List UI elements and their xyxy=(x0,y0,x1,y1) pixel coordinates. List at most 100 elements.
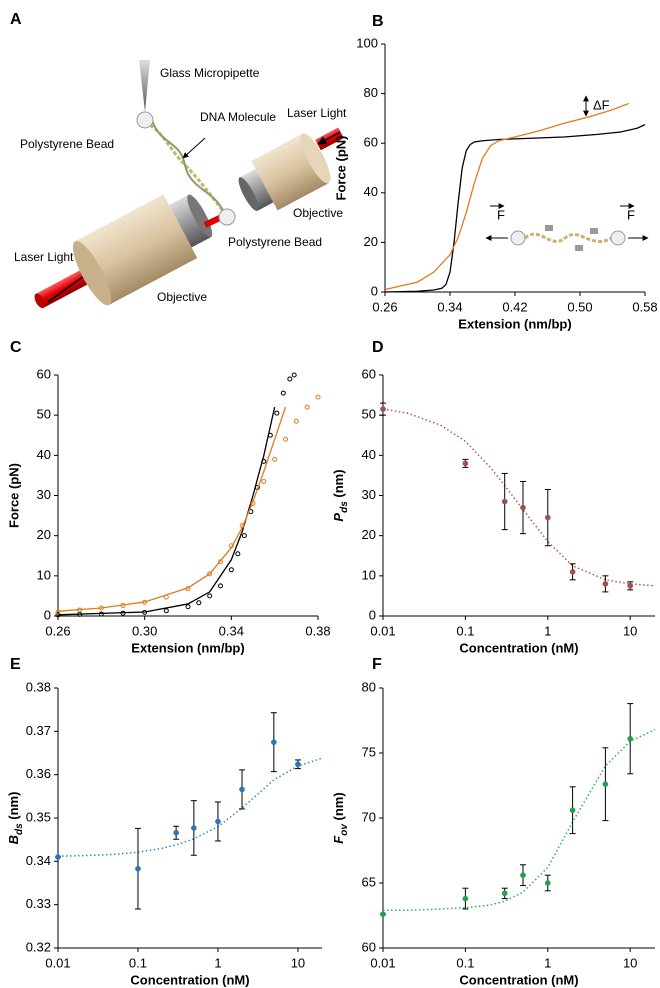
annotation: ΔF xyxy=(593,97,610,112)
x-tick-label: 0.50 xyxy=(567,299,592,314)
point xyxy=(291,372,297,378)
x-tick-label: 0.38 xyxy=(305,623,330,638)
panel-label: F xyxy=(372,656,382,673)
curve xyxy=(384,102,629,291)
objective-right xyxy=(238,133,331,212)
y-tick-label: 40 xyxy=(37,447,51,462)
point xyxy=(135,865,141,872)
point xyxy=(241,533,247,539)
y-axis-title-part: (nm) xyxy=(331,469,346,501)
panel-label: B xyxy=(372,13,384,30)
panel-label: D xyxy=(372,339,384,356)
x-tick-label: 10 xyxy=(291,955,305,970)
point xyxy=(627,583,634,589)
x-tick-label: 0.1 xyxy=(456,623,474,638)
y-axis-title-part: B xyxy=(6,835,21,844)
label: Objective xyxy=(157,290,207,304)
point xyxy=(520,872,526,879)
y-tick-label: 80 xyxy=(362,679,376,694)
x-tick-label: 0.1 xyxy=(129,955,147,970)
y-axis-title-part: (nm) xyxy=(6,792,21,824)
panel-label: E xyxy=(10,656,21,673)
x-tick-label: 0.34 xyxy=(437,299,462,314)
point xyxy=(163,608,169,614)
y-tick-label: 50 xyxy=(362,407,376,422)
y-tick-label: 60 xyxy=(364,135,378,150)
point xyxy=(501,890,508,897)
point xyxy=(501,498,508,505)
label: Polystyrene Bead xyxy=(20,137,114,151)
point xyxy=(380,911,386,918)
point xyxy=(218,583,223,589)
bead xyxy=(510,230,526,246)
y-axis-title: Force (pN) xyxy=(6,463,21,528)
protein xyxy=(575,245,583,251)
label: Glass Micropipette xyxy=(160,66,260,80)
y-tick-label: 60 xyxy=(362,939,376,954)
y-tick-label: 65 xyxy=(362,874,376,889)
y-axis-title: Fov (nm) xyxy=(331,792,349,843)
x-tick-label: 0.26 xyxy=(372,299,397,314)
x-tick-label: 1 xyxy=(544,623,551,638)
x-axis-title: Concentration (nM) xyxy=(130,972,249,987)
y-tick-label: 0.32 xyxy=(26,939,51,954)
y-tick-label: 0 xyxy=(369,607,376,622)
curve xyxy=(57,406,276,616)
protein xyxy=(590,228,598,234)
y-tick-label: 20 xyxy=(37,527,51,542)
point xyxy=(602,781,609,788)
x-axis-title: Extension (nm/bp) xyxy=(131,640,244,655)
point xyxy=(569,568,576,575)
y-axis-title: Force (pN) xyxy=(333,136,348,201)
y-tick-label: 70 xyxy=(362,809,376,824)
y-tick-label: 80 xyxy=(364,85,378,100)
point xyxy=(462,460,469,467)
y-tick-label: 60 xyxy=(362,366,376,381)
y-axis-title: Bds (nm) xyxy=(6,792,24,845)
y-tick-label: 0.36 xyxy=(26,766,51,781)
y-tick-label: 75 xyxy=(362,744,376,759)
point xyxy=(173,829,179,836)
point xyxy=(569,807,576,814)
point xyxy=(544,880,551,886)
point xyxy=(280,390,286,396)
x-tick-label: 1 xyxy=(544,955,551,970)
y-axis-title-part: P xyxy=(331,513,346,522)
panel-b-decor xyxy=(485,95,649,251)
x-tick-label: 0.01 xyxy=(370,623,395,638)
x-tick-label: 0.01 xyxy=(45,955,70,970)
x-tick-label: 0.42 xyxy=(502,299,527,314)
label: Laser Light xyxy=(14,250,74,264)
y-tick-label: 0 xyxy=(44,607,51,622)
point xyxy=(207,593,213,599)
label: Objective xyxy=(293,206,343,220)
y-tick-label: 0.34 xyxy=(26,853,51,868)
x-axis-title: Concentration (nM) xyxy=(459,972,578,987)
x-tick-label: 10 xyxy=(623,955,637,970)
point xyxy=(627,735,634,742)
y-tick-label: 20 xyxy=(364,234,378,249)
point xyxy=(544,514,551,521)
point xyxy=(602,581,609,587)
y-tick-label: 40 xyxy=(364,184,378,199)
y-tick-label: 0 xyxy=(371,283,378,298)
y-tick-label: 0.38 xyxy=(26,679,51,694)
x-tick-label: 0.58 xyxy=(632,299,657,314)
point xyxy=(295,761,301,768)
y-tick-label: 20 xyxy=(362,527,376,542)
point xyxy=(271,739,277,746)
point xyxy=(293,418,299,424)
point xyxy=(228,567,234,573)
label: Laser Light xyxy=(287,106,347,120)
y-tick-label: 30 xyxy=(362,487,376,502)
point xyxy=(261,478,267,484)
annotation: F xyxy=(497,207,505,222)
point xyxy=(55,854,61,860)
y-tick-label: 60 xyxy=(37,366,51,381)
fit-curve xyxy=(57,757,323,857)
y-tick-label: 100 xyxy=(356,35,378,50)
micropipette xyxy=(139,60,150,112)
y-axis-title: Pds (nm) xyxy=(331,469,349,521)
y-tick-label: 50 xyxy=(37,407,51,422)
